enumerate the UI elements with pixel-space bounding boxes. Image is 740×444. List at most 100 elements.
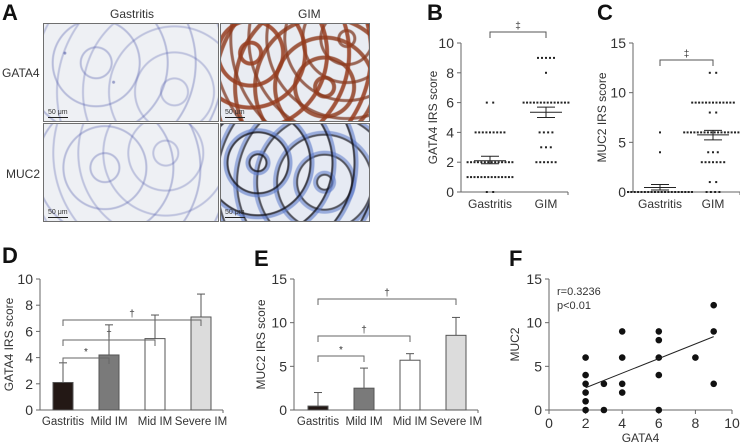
panel-c-letter: C <box>597 0 613 25</box>
data-point <box>729 101 732 104</box>
data-point <box>659 151 661 154</box>
data-point <box>497 176 500 179</box>
y-tick-label: 10 <box>271 315 287 331</box>
data-point <box>478 131 481 134</box>
x-tick-label: Gastritis <box>42 416 84 428</box>
scale-bar: 50 μm <box>225 209 245 216</box>
data-point <box>722 101 725 104</box>
y-tick-label: 0 <box>534 402 542 418</box>
bar-mild-im <box>353 387 375 411</box>
data-point <box>715 101 718 104</box>
data-point <box>535 161 538 164</box>
data-point <box>600 406 608 414</box>
data-point <box>483 161 486 164</box>
data-point <box>708 71 711 74</box>
data-point <box>655 406 663 414</box>
data-point <box>640 191 643 193</box>
data-point <box>507 161 510 164</box>
data-point <box>492 191 495 193</box>
y-tick-label: 5 <box>279 358 287 374</box>
data-point <box>713 131 716 134</box>
data-point <box>715 161 718 164</box>
data-point <box>532 101 535 104</box>
data-point <box>708 111 711 114</box>
x-tick-label: Mild IM <box>90 416 127 428</box>
data-point <box>553 101 556 104</box>
x-tick-label: 10 <box>724 415 740 431</box>
data-point <box>633 191 636 193</box>
data-point <box>476 161 479 164</box>
data-point <box>710 301 717 309</box>
y-tick-label: 0 <box>25 402 33 418</box>
data-point <box>643 191 646 193</box>
data-point <box>705 191 708 193</box>
data-point <box>727 131 730 134</box>
data-point <box>684 191 687 193</box>
data-point <box>540 146 543 149</box>
data-point <box>700 161 703 164</box>
data-point <box>708 101 711 104</box>
y-tick-label: 4 <box>446 124 454 140</box>
data-point <box>476 176 479 179</box>
data-point <box>706 131 709 134</box>
data-point <box>687 191 690 193</box>
data-point <box>501 161 504 164</box>
data-point <box>466 161 469 164</box>
x-tick-label: 2 <box>582 415 590 431</box>
data-point <box>683 131 686 134</box>
y-tick-label: 2 <box>25 376 33 392</box>
x-tick-label: 6 <box>655 415 663 431</box>
col-header-gim: GIM <box>298 7 321 21</box>
y-tick-label: 0 <box>279 402 287 418</box>
data-point <box>655 371 663 379</box>
data-point <box>487 176 490 179</box>
data-point <box>473 161 476 164</box>
y-tick-label: 5 <box>618 134 626 150</box>
data-point <box>473 176 476 179</box>
data-point <box>526 101 529 104</box>
data-point <box>470 161 473 164</box>
data-point <box>549 56 551 59</box>
data-point <box>650 191 653 193</box>
data-point <box>712 151 714 154</box>
y-tick-label: 15 <box>610 35 626 51</box>
data-point <box>664 191 667 193</box>
data-point <box>560 101 563 104</box>
data-point <box>546 101 549 104</box>
y-tick-label: 10 <box>438 35 454 51</box>
data-point <box>691 101 694 104</box>
data-point <box>704 161 707 164</box>
data-point <box>511 176 514 179</box>
data-point <box>582 371 589 379</box>
data-point <box>485 101 488 104</box>
data-point <box>536 101 539 104</box>
data-point <box>667 191 670 193</box>
chart-panel-b: 0 2 4 6 8 10 GATA4 IRS score Gastritis GIM ‡ <box>426 21 570 211</box>
data-point <box>653 191 656 193</box>
y-tick-label: 5 <box>534 358 542 374</box>
data-point <box>480 161 483 164</box>
significance-bracket <box>62 357 110 364</box>
data-point <box>670 191 673 193</box>
data-point <box>543 101 546 104</box>
data-point <box>567 101 570 104</box>
data-point <box>504 161 507 164</box>
bar-gastritis <box>307 405 329 411</box>
y-axis-label: GATA4 IRS score <box>2 297 16 391</box>
data-point <box>539 101 542 104</box>
data-point <box>496 131 499 134</box>
y-tick-label: 8 <box>25 297 33 313</box>
data-point <box>546 161 549 164</box>
scale-bar: 50 μm <box>48 209 68 216</box>
significance-mark: ‡ <box>684 49 690 60</box>
data-point <box>494 161 497 164</box>
panel-f-letter: F <box>509 246 523 271</box>
data-point <box>480 176 483 179</box>
significance-bracket <box>659 59 714 66</box>
data-point <box>538 131 541 134</box>
data-point <box>470 176 473 179</box>
data-point <box>507 176 510 179</box>
significance-mark: † <box>106 329 112 340</box>
significance-mark: † <box>361 325 367 336</box>
